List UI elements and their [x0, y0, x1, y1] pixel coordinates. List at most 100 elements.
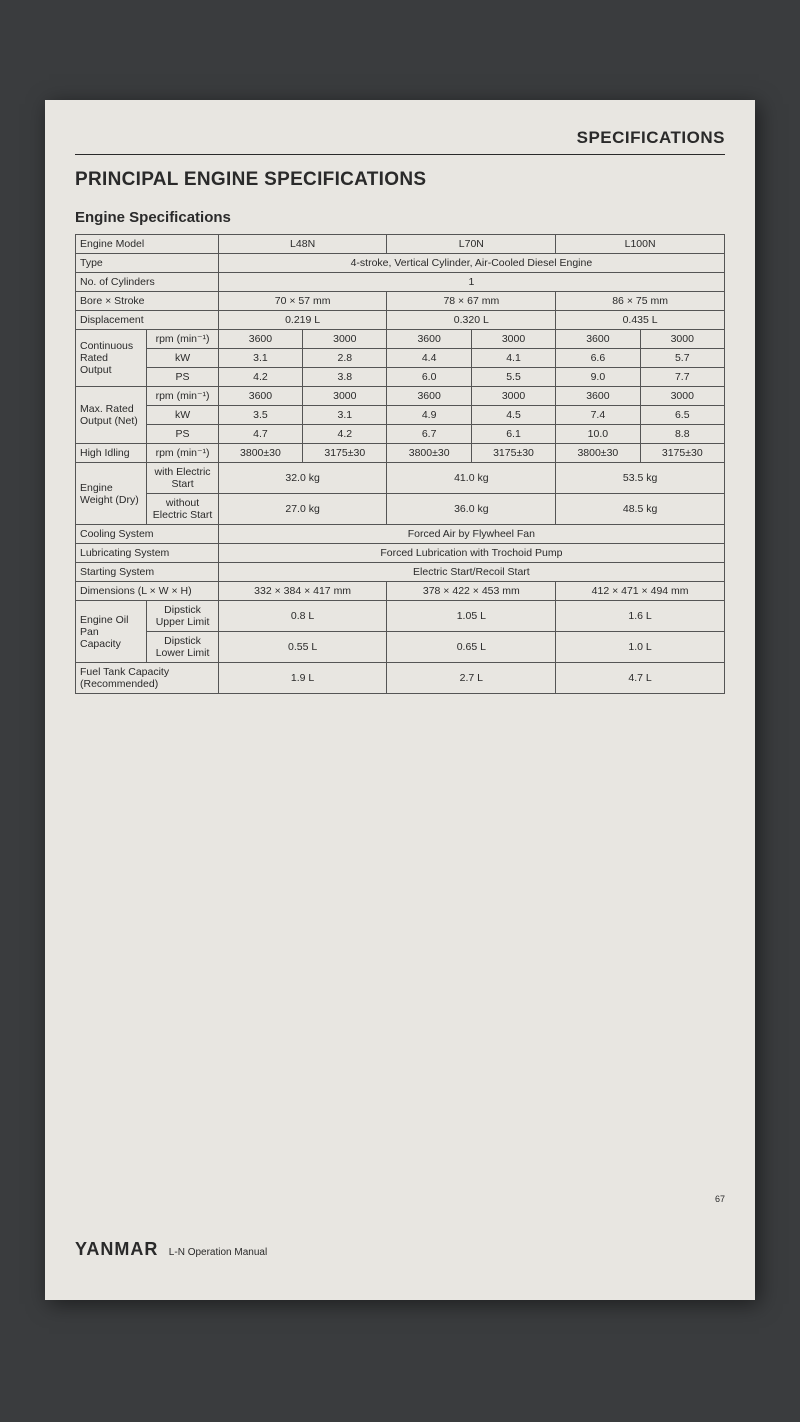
table-row: Starting System Electric Start/Recoil St…	[76, 563, 725, 582]
cell-value: 4.7 L	[556, 663, 725, 694]
table-row: Cooling System Forced Air by Flywheel Fa…	[76, 525, 725, 544]
cell-value: 7.7	[640, 368, 724, 387]
cell-value: 4.1	[471, 349, 555, 368]
cell-value: 2.8	[303, 349, 387, 368]
cell-value: 3.5	[218, 406, 302, 425]
cell-value: 0.435 L	[556, 311, 725, 330]
cell-label: Displacement	[76, 311, 219, 330]
cell-label: No. of Cylinders	[76, 273, 219, 292]
cell-value: 1.05 L	[387, 601, 556, 632]
cell-value: 3800±30	[218, 444, 302, 463]
cell-value: 0.320 L	[387, 311, 556, 330]
cell-value: 3800±30	[387, 444, 471, 463]
table-row: No. of Cylinders 1	[76, 273, 725, 292]
table-row: kW 3.1 2.8 4.4 4.1 6.6 5.7	[76, 349, 725, 368]
horizontal-rule	[75, 154, 725, 155]
table-row: Dipstick Lower Limit 0.55 L 0.65 L 1.0 L	[76, 632, 725, 663]
cell-value: 2.7 L	[387, 663, 556, 694]
cell-value: 70 × 57 mm	[218, 292, 387, 311]
page-title: PRINCIPAL ENGINE SPECIFICATIONS	[75, 169, 725, 191]
cell-label: Engine Model	[76, 235, 219, 254]
cell-value: 1.6 L	[556, 601, 725, 632]
table-row: PS 4.7 4.2 6.7 6.1 10.0 8.8	[76, 425, 725, 444]
cell-value: 3000	[640, 330, 724, 349]
cell-sublabel: rpm (min⁻¹)	[147, 387, 218, 406]
cell-value: 1.0 L	[556, 632, 725, 663]
cell-value: 412 × 471 × 494 mm	[556, 582, 725, 601]
cell-label: Engine Oil Pan Capacity	[76, 601, 147, 663]
cell-value: 4.2	[303, 425, 387, 444]
cell-value: 4.2	[218, 368, 302, 387]
brand-logo: YANMAR	[75, 1239, 158, 1260]
cell-value: Electric Start/Recoil Start	[218, 563, 724, 582]
cell-label: Dimensions (L × W × H)	[76, 582, 219, 601]
cell-value: 4.7	[218, 425, 302, 444]
table-row: Continuous Rated Output rpm (min⁻¹) 3600…	[76, 330, 725, 349]
cell-value: L70N	[387, 235, 556, 254]
cell-value: 6.6	[556, 349, 640, 368]
cell-sublabel: Dipstick Upper Limit	[147, 601, 218, 632]
cell-sublabel: kW	[147, 349, 218, 368]
cell-sublabel: with Electric Start	[147, 463, 218, 494]
cell-label: Cooling System	[76, 525, 219, 544]
spec-table: Engine Model L48N L70N L100N Type 4-stro…	[75, 234, 725, 694]
table-row: Lubricating System Forced Lubrication wi…	[76, 544, 725, 563]
cell-value: 6.1	[471, 425, 555, 444]
cell-value: 6.5	[640, 406, 724, 425]
cell-value: Forced Lubrication with Trochoid Pump	[218, 544, 724, 563]
cell-value: 3.1	[303, 406, 387, 425]
table-row: PS 4.2 3.8 6.0 5.5 9.0 7.7	[76, 368, 725, 387]
cell-value: 3000	[640, 387, 724, 406]
table-row: Max. Rated Output (Net) rpm (min⁻¹) 3600…	[76, 387, 725, 406]
table-row: kW 3.5 3.1 4.9 4.5 7.4 6.5	[76, 406, 725, 425]
cell-label: Type	[76, 254, 219, 273]
cell-label: Lubricating System	[76, 544, 219, 563]
table-row: Fuel Tank Capacity (Recommended) 1.9 L 2…	[76, 663, 725, 694]
page-footer: 67 YANMAR L-N Operation Manual	[75, 1239, 725, 1260]
cell-value: 3175±30	[640, 444, 724, 463]
cell-value: 41.0 kg	[387, 463, 556, 494]
cell-value: 4-stroke, Vertical Cylinder, Air-Cooled …	[218, 254, 724, 273]
table-row: Displacement 0.219 L 0.320 L 0.435 L	[76, 311, 725, 330]
table-row: Type 4-stroke, Vertical Cylinder, Air-Co…	[76, 254, 725, 273]
cell-value: 4.9	[387, 406, 471, 425]
section-header: SPECIFICATIONS	[75, 128, 725, 148]
cell-value: 7.4	[556, 406, 640, 425]
cell-label: Fuel Tank Capacity (Recommended)	[76, 663, 219, 694]
cell-value: 3800±30	[556, 444, 640, 463]
manual-name: L-N Operation Manual	[169, 1247, 267, 1258]
cell-value: 3000	[471, 330, 555, 349]
cell-value: 5.7	[640, 349, 724, 368]
page-number: 67	[715, 1194, 725, 1204]
table-row: without Electric Start 27.0 kg 36.0 kg 4…	[76, 494, 725, 525]
cell-value: 6.7	[387, 425, 471, 444]
cell-sublabel: Dipstick Lower Limit	[147, 632, 218, 663]
cell-sublabel: PS	[147, 425, 218, 444]
cell-value: 0.65 L	[387, 632, 556, 663]
cell-value: 3600	[218, 330, 302, 349]
cell-value: 27.0 kg	[218, 494, 387, 525]
cell-sublabel: rpm (min⁻¹)	[147, 330, 218, 349]
cell-value: 10.0	[556, 425, 640, 444]
cell-value: 3.8	[303, 368, 387, 387]
cell-value: 86 × 75 mm	[556, 292, 725, 311]
cell-value: 53.5 kg	[556, 463, 725, 494]
cell-label: Max. Rated Output (Net)	[76, 387, 147, 444]
document-page: SPECIFICATIONS PRINCIPAL ENGINE SPECIFIC…	[45, 100, 755, 1300]
cell-value: 0.219 L	[218, 311, 387, 330]
cell-label: Continuous Rated Output	[76, 330, 147, 387]
cell-value: L100N	[556, 235, 725, 254]
cell-value: 378 × 422 × 453 mm	[387, 582, 556, 601]
cell-value: 8.8	[640, 425, 724, 444]
cell-label: High Idling	[76, 444, 147, 463]
cell-value: 3000	[303, 330, 387, 349]
cell-value: 332 × 384 × 417 mm	[218, 582, 387, 601]
cell-value: 3175±30	[471, 444, 555, 463]
cell-label: Engine Weight (Dry)	[76, 463, 147, 525]
table-row: Engine Weight (Dry) with Electric Start …	[76, 463, 725, 494]
cell-value: 6.0	[387, 368, 471, 387]
cell-value: 32.0 kg	[218, 463, 387, 494]
cell-value: 3.1	[218, 349, 302, 368]
table-row: Engine Oil Pan Capacity Dipstick Upper L…	[76, 601, 725, 632]
table-row: Dimensions (L × W × H) 332 × 384 × 417 m…	[76, 582, 725, 601]
